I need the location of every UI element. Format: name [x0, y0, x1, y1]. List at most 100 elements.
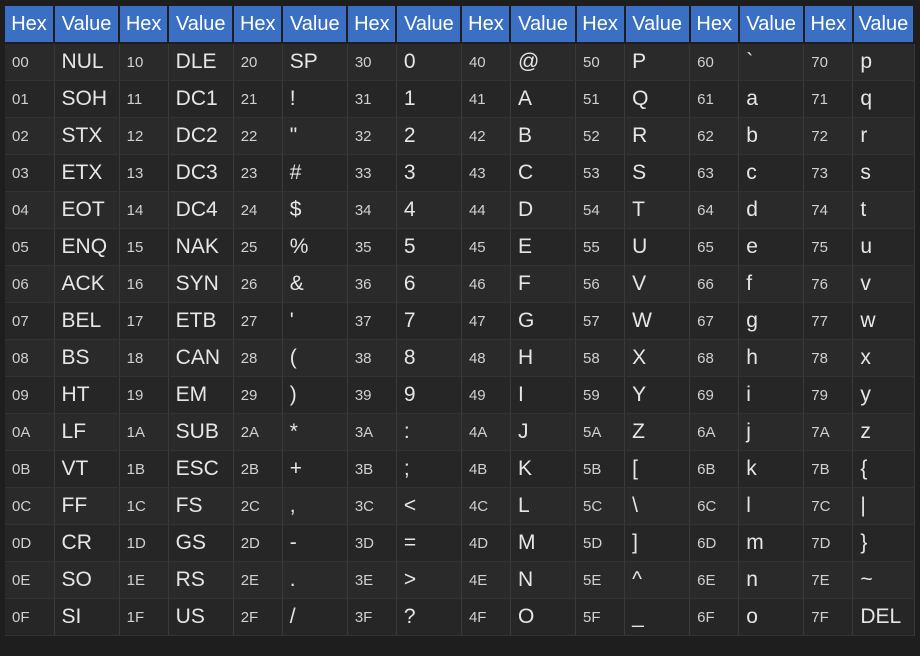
hex-code-cell: 4C [461, 487, 511, 525]
column-header-hex: Hex [119, 6, 170, 44]
character-value-cell: K [510, 450, 577, 488]
column-header-hex: Hex [5, 6, 56, 44]
hex-code-cell: 4B [461, 450, 511, 488]
character-value-cell: SYN [168, 265, 234, 303]
hex-code-cell: 79 [803, 376, 854, 414]
hex-code-cell: 0A [5, 413, 55, 451]
hex-code-cell: 60 [689, 43, 740, 81]
hex-code-cell: 20 [233, 43, 283, 81]
hex-code-cell: 17 [119, 302, 169, 340]
column-header-hex: Hex [233, 6, 284, 44]
hex-code-cell: 6E [689, 561, 740, 599]
hex-code-cell: 28 [233, 339, 283, 377]
table-row: 03 ETX 13 DC3 23 #33 3 43 C 53 S 63 c 73 s [5, 154, 915, 192]
hex-code-cell: 0F [5, 598, 55, 636]
hex-code-cell: 69 [689, 376, 740, 414]
hex-code-cell: 50 [575, 43, 626, 81]
character-value-cell: + [282, 450, 348, 488]
character-value-cell: RS [168, 561, 234, 599]
character-value-cell: SI [54, 598, 120, 636]
character-value-cell: SO [54, 561, 120, 599]
hex-code-cell: 39 [347, 376, 397, 414]
character-value-cell: > [396, 561, 462, 599]
character-value-cell: DC4 [168, 191, 234, 229]
character-value-cell: BEL [54, 302, 120, 340]
table-row: 07 BEL 17 ETB 27 ' 37 7 47 G 57 W 67 g 77 w [5, 302, 915, 340]
character-value-cell: E [510, 228, 577, 266]
hex-code-cell: 4D [461, 524, 511, 562]
character-value-cell: o [738, 598, 805, 636]
hex-code-cell: 3E [347, 561, 397, 599]
column-header-value: Value [54, 6, 121, 44]
table-row: 0C FF 1C FS 2C, 3C <4C L 5C \ 6C l 7C | [5, 487, 915, 525]
hex-code-cell: 65 [689, 228, 740, 266]
character-value-cell: = [396, 524, 462, 562]
character-value-cell: STX [54, 117, 120, 155]
hex-code-cell: 30 [347, 43, 397, 81]
character-value-cell: Y [624, 376, 691, 414]
hex-code-cell: 5D [575, 524, 626, 562]
hex-code-cell: 1C [119, 487, 169, 525]
column-header-value: Value [396, 6, 463, 44]
hex-code-cell: 7D [803, 524, 854, 562]
hex-code-cell: 55 [575, 228, 626, 266]
hex-code-cell: 14 [119, 191, 169, 229]
hex-code-cell: 6A [689, 413, 740, 451]
hex-code-cell: 78 [803, 339, 854, 377]
character-value-cell: 4 [396, 191, 462, 229]
hex-code-cell: 07 [5, 302, 55, 340]
character-value-cell: , [282, 487, 348, 525]
character-value-cell: LF [54, 413, 120, 451]
character-value-cell: r [852, 117, 915, 155]
hex-code-cell: 16 [119, 265, 169, 303]
hex-code-cell: 03 [5, 154, 55, 192]
character-value-cell: 5 [396, 228, 462, 266]
table-row: 04 EOT 14 DC4 24 $34 4 44 D 54 T 64 d 74 t [5, 191, 915, 229]
table-row: 08 BS 18 CAN 28(38 8 48 H 58 X 68 h 78 x [5, 339, 915, 377]
hex-code-cell: 1F [119, 598, 169, 636]
hex-code-cell: 02 [5, 117, 55, 155]
character-value-cell: p [852, 43, 915, 81]
hex-code-cell: 21 [233, 80, 283, 118]
hex-code-cell: 73 [803, 154, 854, 192]
character-value-cell: } [852, 524, 915, 562]
hex-code-cell: 45 [461, 228, 511, 266]
character-value-cell: k [738, 450, 805, 488]
character-value-cell: z [852, 413, 915, 451]
character-value-cell: T [624, 191, 691, 229]
hex-code-cell: 62 [689, 117, 740, 155]
hex-code-cell: 2B [233, 450, 283, 488]
hex-code-cell: 2C [233, 487, 283, 525]
hex-code-cell: 38 [347, 339, 397, 377]
character-value-cell: ; [396, 450, 462, 488]
character-value-cell: ~ [852, 561, 915, 599]
character-value-cell: W [624, 302, 691, 340]
hex-code-cell: 24 [233, 191, 283, 229]
hex-code-cell: 56 [575, 265, 626, 303]
hex-code-cell: 76 [803, 265, 854, 303]
hex-code-cell: 5E [575, 561, 626, 599]
hex-code-cell: 52 [575, 117, 626, 155]
hex-code-cell: 6C [689, 487, 740, 525]
hex-code-cell: 6F [689, 598, 740, 636]
hex-code-cell: 2A [233, 413, 283, 451]
hex-code-cell: 27 [233, 302, 283, 340]
character-value-cell: HT [54, 376, 120, 414]
hex-code-cell: 2D [233, 524, 283, 562]
hex-code-cell: 40 [461, 43, 511, 81]
character-value-cell: EOT [54, 191, 120, 229]
character-value-cell: M [510, 524, 577, 562]
column-header-value: Value [852, 6, 916, 44]
character-value-cell: L [510, 487, 577, 525]
character-value-cell: G [510, 302, 577, 340]
character-value-cell: CR [54, 524, 120, 562]
character-value-cell: 8 [396, 339, 462, 377]
character-value-cell: H [510, 339, 577, 377]
character-value-cell: d [738, 191, 805, 229]
character-value-cell: f [738, 265, 805, 303]
character-value-cell: j [738, 413, 805, 451]
hex-code-cell: 41 [461, 80, 511, 118]
character-value-cell: # [282, 154, 348, 192]
column-header-hex: Hex [347, 6, 398, 44]
character-value-cell: g [738, 302, 805, 340]
